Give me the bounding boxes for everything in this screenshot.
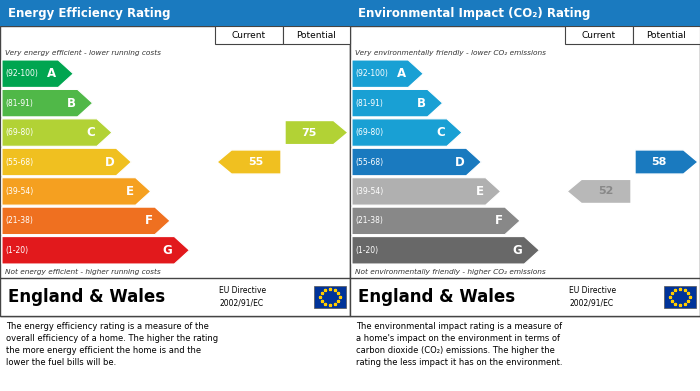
Polygon shape — [2, 148, 132, 176]
Bar — [565, 26, 633, 44]
Polygon shape — [2, 90, 92, 117]
Bar — [664, 286, 696, 308]
Text: Very energy efficient - lower running costs: Very energy efficient - lower running co… — [5, 50, 161, 56]
Polygon shape — [635, 150, 698, 174]
Text: (55-68): (55-68) — [5, 158, 33, 167]
Text: G: G — [162, 244, 172, 257]
Text: Energy Efficiency Rating: Energy Efficiency Rating — [8, 7, 171, 20]
Text: Not energy efficient - higher running costs: Not energy efficient - higher running co… — [5, 269, 161, 275]
Bar — [0, 26, 350, 316]
Text: (69-80): (69-80) — [5, 128, 33, 137]
Text: Current: Current — [582, 30, 616, 39]
Polygon shape — [217, 150, 281, 174]
Polygon shape — [285, 120, 348, 145]
Text: F: F — [495, 214, 503, 227]
Polygon shape — [352, 207, 520, 235]
Text: (92-100): (92-100) — [355, 69, 388, 78]
Bar — [350, 278, 700, 316]
Polygon shape — [2, 178, 150, 205]
Polygon shape — [352, 237, 540, 264]
Bar — [215, 26, 283, 44]
Text: (81-91): (81-91) — [5, 99, 33, 108]
Text: (1-20): (1-20) — [5, 246, 28, 255]
Text: (1-20): (1-20) — [355, 246, 378, 255]
Text: Not environmentally friendly - higher CO₂ emissions: Not environmentally friendly - higher CO… — [355, 269, 546, 275]
Text: EU Directive
2002/91/EC: EU Directive 2002/91/EC — [569, 286, 616, 308]
Text: D: D — [454, 156, 464, 169]
Bar — [283, 26, 350, 44]
Text: (55-68): (55-68) — [355, 158, 383, 167]
Text: E: E — [125, 185, 134, 198]
Text: (21-38): (21-38) — [355, 216, 383, 225]
Text: England & Wales: England & Wales — [8, 288, 165, 306]
Text: D: D — [104, 156, 114, 169]
Polygon shape — [2, 119, 112, 146]
Text: (92-100): (92-100) — [5, 69, 38, 78]
Text: 75: 75 — [302, 127, 317, 138]
Polygon shape — [352, 148, 482, 176]
Text: 55: 55 — [248, 157, 264, 167]
Text: (39-54): (39-54) — [355, 187, 384, 196]
Text: C: C — [436, 126, 445, 139]
Text: 52: 52 — [598, 187, 614, 196]
Text: A: A — [397, 67, 406, 80]
Text: (69-80): (69-80) — [355, 128, 383, 137]
Polygon shape — [352, 60, 424, 88]
Text: B: B — [416, 97, 426, 109]
Text: A: A — [47, 67, 56, 80]
Bar — [350, 26, 700, 316]
Bar — [633, 26, 700, 44]
Polygon shape — [2, 207, 170, 235]
Polygon shape — [2, 60, 73, 88]
Text: (21-38): (21-38) — [5, 216, 33, 225]
Text: F: F — [145, 214, 153, 227]
Text: (81-91): (81-91) — [355, 99, 383, 108]
Text: (39-54): (39-54) — [5, 187, 34, 196]
Text: Environmental Impact (CO₂) Rating: Environmental Impact (CO₂) Rating — [358, 7, 590, 20]
Polygon shape — [352, 90, 442, 117]
Text: Very environmentally friendly - lower CO₂ emissions: Very environmentally friendly - lower CO… — [355, 50, 546, 56]
Text: Potential: Potential — [647, 30, 687, 39]
Text: G: G — [512, 244, 522, 257]
Bar — [350, 0, 700, 26]
Polygon shape — [352, 178, 500, 205]
Text: The energy efficiency rating is a measure of the
overall efficiency of a home. T: The energy efficiency rating is a measur… — [6, 322, 218, 368]
Text: B: B — [66, 97, 76, 109]
Text: C: C — [86, 126, 95, 139]
Text: Potential: Potential — [297, 30, 337, 39]
Text: 58: 58 — [652, 157, 667, 167]
Text: EU Directive
2002/91/EC: EU Directive 2002/91/EC — [219, 286, 266, 308]
Text: The environmental impact rating is a measure of
a home's impact on the environme: The environmental impact rating is a mea… — [356, 322, 563, 368]
Text: England & Wales: England & Wales — [358, 288, 515, 306]
Bar — [0, 0, 350, 26]
Polygon shape — [352, 119, 462, 146]
Text: Current: Current — [232, 30, 266, 39]
Text: E: E — [475, 185, 484, 198]
Bar — [0, 278, 350, 316]
Bar — [314, 286, 346, 308]
Polygon shape — [567, 179, 631, 203]
Polygon shape — [2, 237, 190, 264]
